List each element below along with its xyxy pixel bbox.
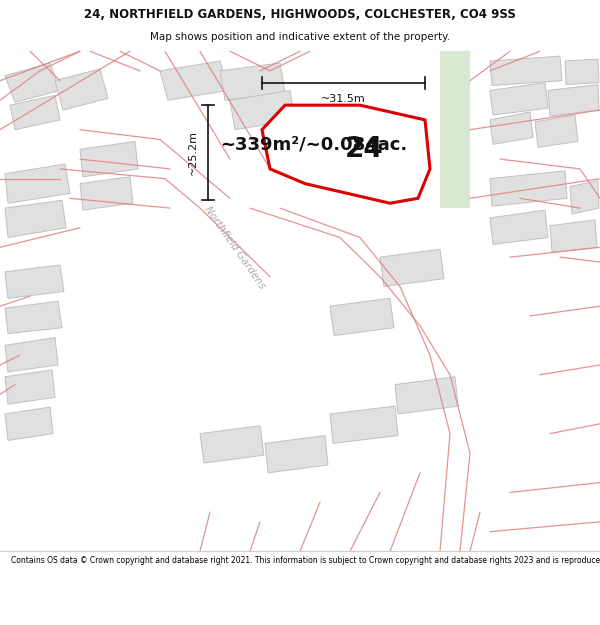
Polygon shape (330, 298, 394, 336)
Polygon shape (80, 141, 138, 177)
Polygon shape (10, 96, 60, 129)
Text: ~339m²/~0.084ac.: ~339m²/~0.084ac. (220, 136, 407, 153)
Polygon shape (5, 407, 53, 441)
Polygon shape (548, 84, 599, 116)
Text: 24: 24 (345, 135, 384, 162)
Polygon shape (380, 249, 444, 286)
Polygon shape (440, 51, 470, 208)
Polygon shape (395, 377, 458, 414)
Polygon shape (5, 301, 62, 334)
Polygon shape (160, 61, 228, 100)
Polygon shape (262, 105, 430, 203)
Text: ~25.2m: ~25.2m (188, 130, 198, 175)
Polygon shape (490, 56, 562, 86)
Polygon shape (220, 63, 285, 100)
Polygon shape (490, 171, 567, 206)
Polygon shape (200, 426, 264, 463)
Text: Contains OS data © Crown copyright and database right 2021. This information is : Contains OS data © Crown copyright and d… (11, 556, 600, 566)
Text: 24, NORTHFIELD GARDENS, HIGHWOODS, COLCHESTER, CO4 9SS: 24, NORTHFIELD GARDENS, HIGHWOODS, COLCH… (84, 8, 516, 21)
Polygon shape (5, 338, 58, 372)
Polygon shape (230, 91, 295, 129)
Polygon shape (5, 370, 55, 404)
Text: ~31.5m: ~31.5m (321, 94, 366, 104)
Polygon shape (535, 115, 578, 148)
Polygon shape (490, 82, 548, 115)
Text: Northfield Gardens: Northfield Gardens (203, 204, 268, 291)
Polygon shape (55, 69, 108, 110)
Polygon shape (5, 164, 70, 203)
Polygon shape (565, 59, 599, 84)
Polygon shape (490, 112, 533, 144)
Polygon shape (5, 63, 60, 102)
Polygon shape (265, 436, 328, 473)
Polygon shape (490, 210, 548, 244)
Text: Map shows position and indicative extent of the property.: Map shows position and indicative extent… (150, 32, 450, 42)
Polygon shape (5, 200, 66, 238)
Polygon shape (80, 177, 133, 210)
Polygon shape (5, 265, 64, 298)
Polygon shape (330, 406, 398, 443)
Polygon shape (550, 220, 597, 253)
Polygon shape (570, 181, 599, 214)
